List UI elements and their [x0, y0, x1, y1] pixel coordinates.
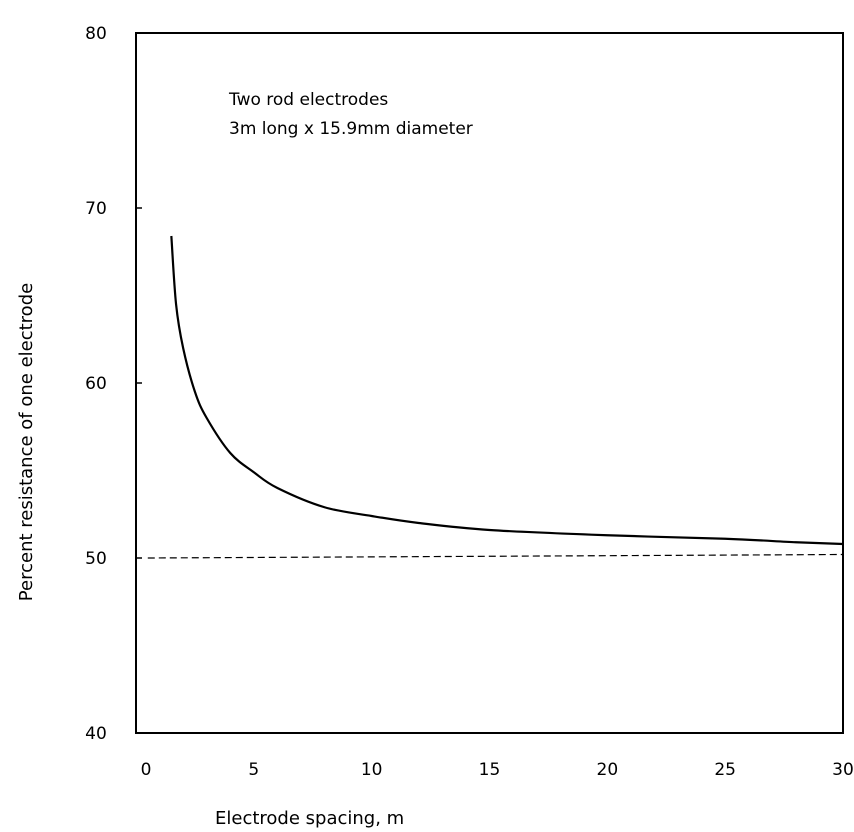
y-tick-label: 50 [85, 549, 107, 569]
y-tick-label: 70 [85, 199, 107, 219]
x-tick-label: 15 [479, 760, 501, 780]
y-axis-title: Percent resistance of one electrode [16, 283, 37, 601]
x-tick-label: 0 [141, 760, 152, 780]
asymptote-50-percent-line [147, 553, 844, 559]
y-tick-label: 40 [85, 724, 107, 744]
x-tick-label: 25 [714, 760, 736, 780]
series-layer [147, 235, 844, 559]
x-axis-title: Electrode spacing, m [215, 808, 404, 829]
x-axis-ticks: 0 5 10 15 20 25 30 [141, 760, 854, 780]
y-tick-label: 80 [85, 24, 107, 44]
y-axis-ticks: 40 50 60 70 80 [85, 24, 142, 744]
y-tick-label: 60 [85, 374, 107, 394]
x-tick-label: 30 [832, 760, 854, 780]
annotation-line-1: Two rod electrodes [228, 90, 388, 110]
x-tick-label: 20 [597, 760, 619, 780]
x-tick-label: 10 [361, 760, 383, 780]
annotation-line-2: 3m long x 15.9mm diameter [229, 119, 473, 139]
x-tick-label: 5 [248, 760, 259, 780]
resistance-curve [170, 235, 844, 546]
